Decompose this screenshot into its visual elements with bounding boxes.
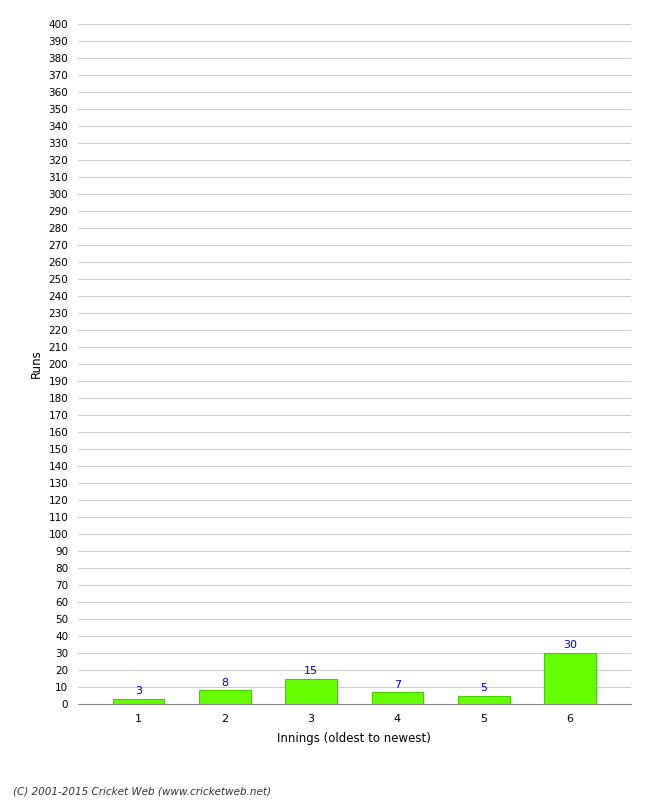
X-axis label: Innings (oldest to newest): Innings (oldest to newest): [278, 732, 431, 745]
Text: 30: 30: [563, 641, 577, 650]
Text: 3: 3: [135, 686, 142, 696]
Y-axis label: Runs: Runs: [30, 350, 43, 378]
Text: 8: 8: [221, 678, 228, 688]
Bar: [112, 699, 164, 704]
Text: 15: 15: [304, 666, 318, 676]
Bar: [199, 690, 251, 704]
Text: (C) 2001-2015 Cricket Web (www.cricketweb.net): (C) 2001-2015 Cricket Web (www.cricketwe…: [13, 786, 271, 796]
Bar: [372, 692, 423, 704]
Bar: [544, 653, 596, 704]
Bar: [458, 695, 510, 704]
Bar: [285, 678, 337, 704]
Text: 5: 5: [480, 683, 488, 693]
Text: 7: 7: [394, 679, 401, 690]
